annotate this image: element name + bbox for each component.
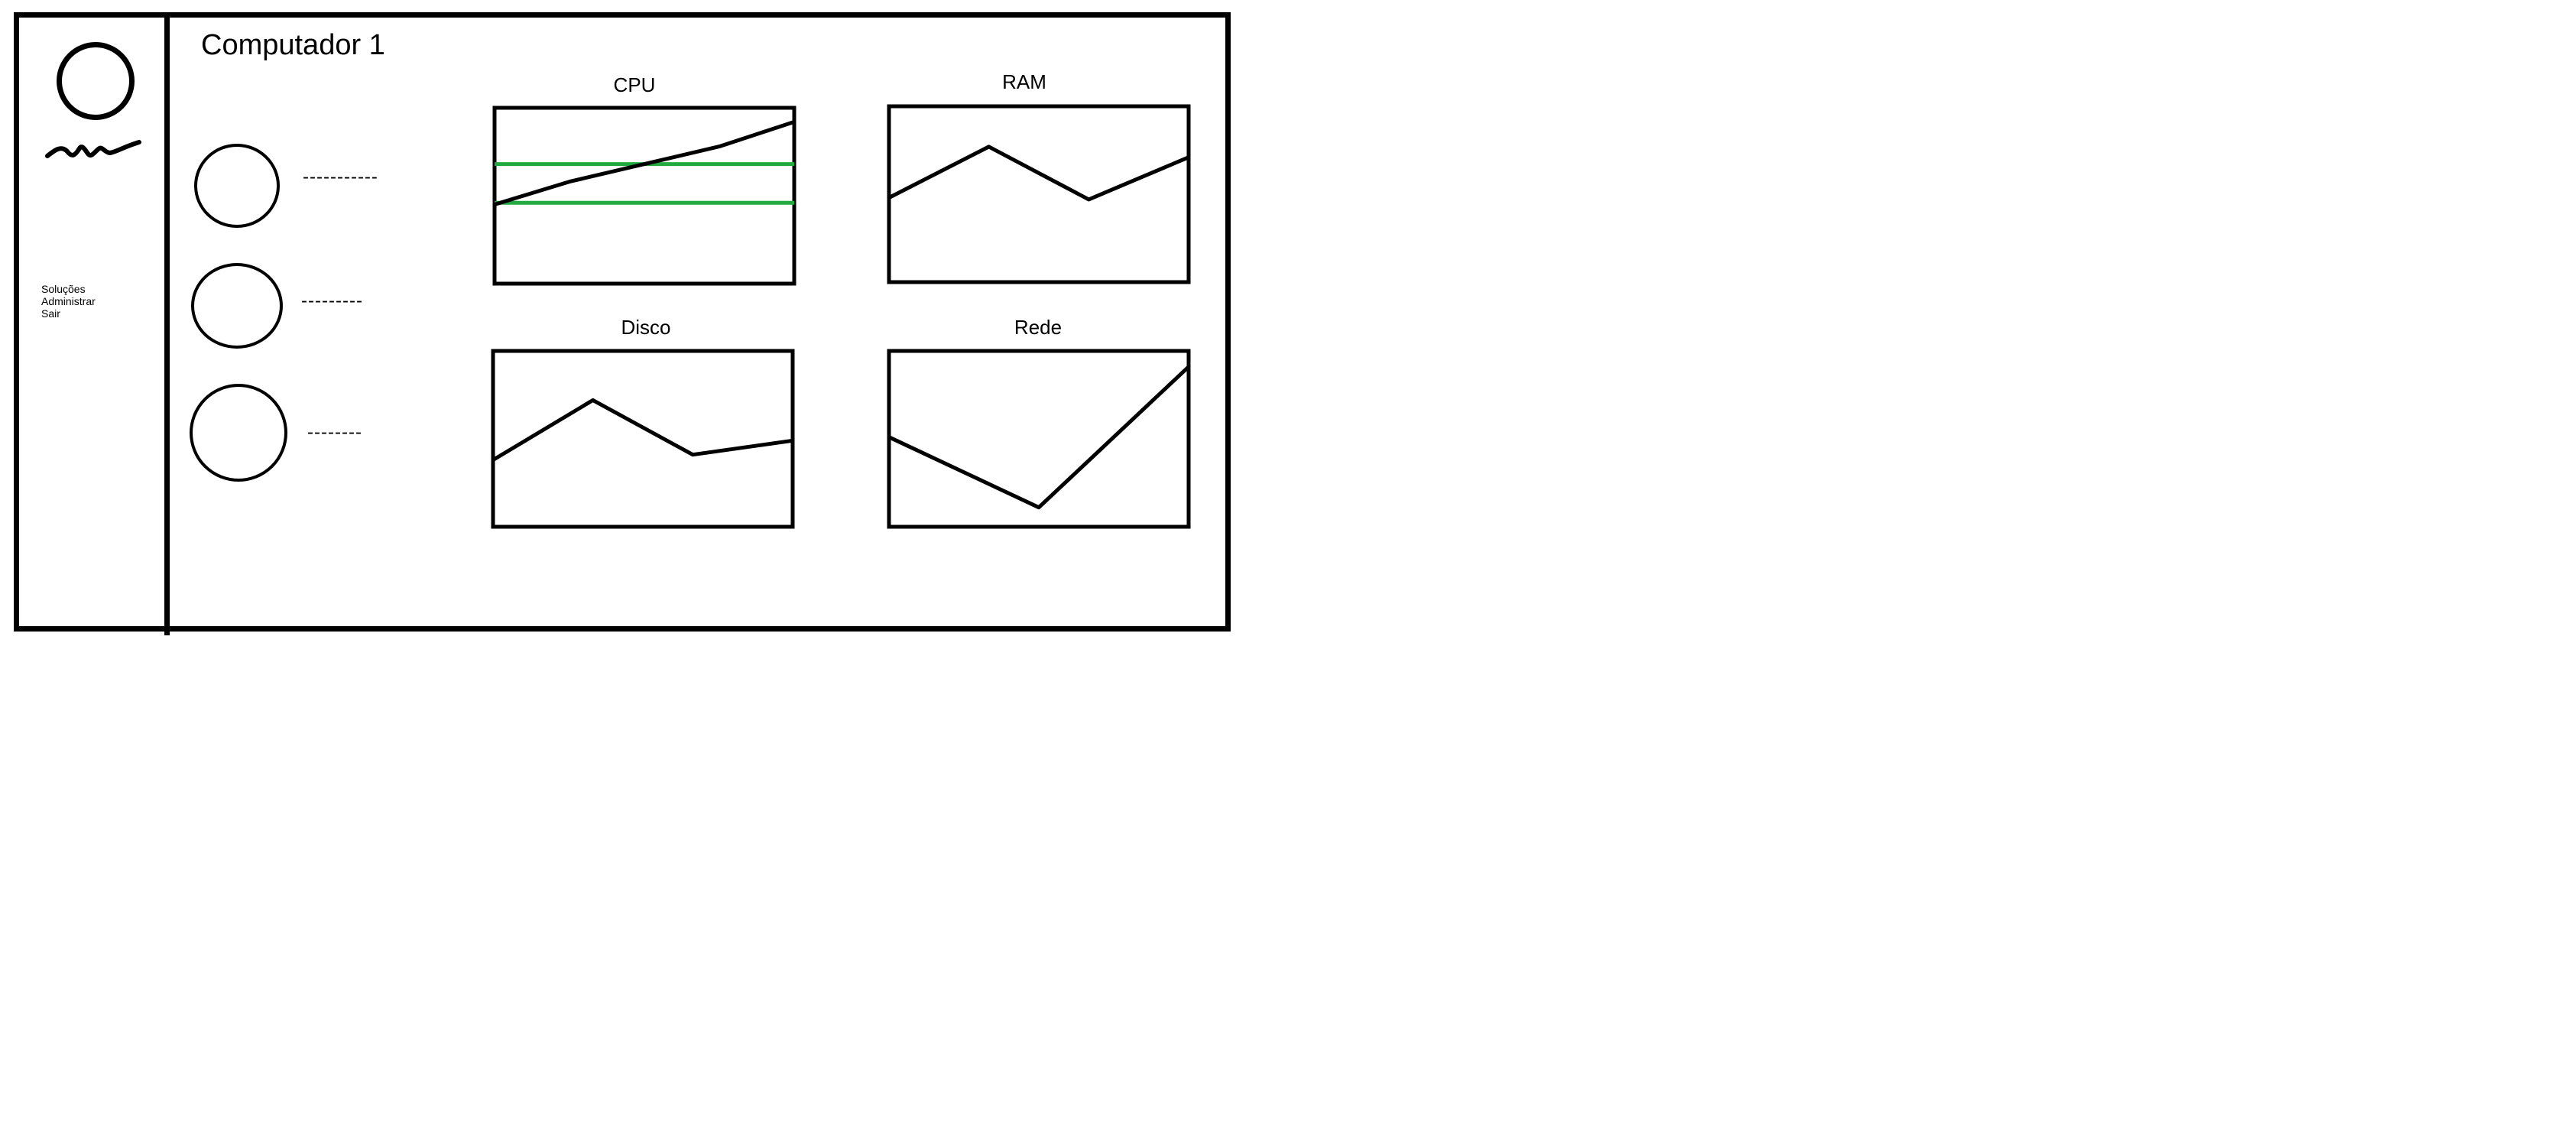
ram-chart-frame [887, 104, 1191, 284]
disco-series-line [492, 398, 793, 462]
frame-tick-mark [15, 375, 19, 385]
disco-chart [491, 349, 795, 529]
signature-logo-icon [45, 140, 141, 158]
rede-chart [887, 349, 1191, 529]
disco-chart-title: Disco [621, 316, 671, 339]
status-indicator-3 [190, 384, 287, 482]
sidebar-item-administrar[interactable]: Administrar [41, 295, 96, 307]
status-indicator-2 [191, 263, 283, 349]
sidebar-item-solucoes[interactable]: Soluções [41, 283, 86, 295]
sidebar-item-sair[interactable]: Sair [41, 307, 60, 320]
avatar[interactable] [57, 42, 135, 120]
status-value-3: -------- [307, 422, 362, 443]
status-value-1: ----------- [303, 167, 378, 187]
status-value-2: --------- [301, 291, 363, 311]
cpu-chart-title: CPU [613, 73, 656, 96]
ram-chart [887, 104, 1191, 284]
cpu-chart-frame [492, 106, 796, 286]
rede-chart-frame [887, 349, 1191, 529]
rede-chart-title: Rede [1014, 316, 1063, 339]
page-title: Computador 1 [201, 29, 385, 61]
cpu-chart [492, 106, 796, 286]
disco-chart-frame [491, 349, 795, 529]
app-window-frame [14, 12, 1231, 632]
cpu-series-line [494, 120, 795, 206]
ram-series-line [887, 144, 1189, 202]
sidebar-divider [164, 12, 170, 635]
ram-chart-title: RAM [1002, 70, 1046, 93]
sidebar-menu: Soluções Administrar Sair [41, 283, 96, 320]
status-indicator-1 [194, 144, 280, 228]
rede-series-line [887, 365, 1190, 510]
